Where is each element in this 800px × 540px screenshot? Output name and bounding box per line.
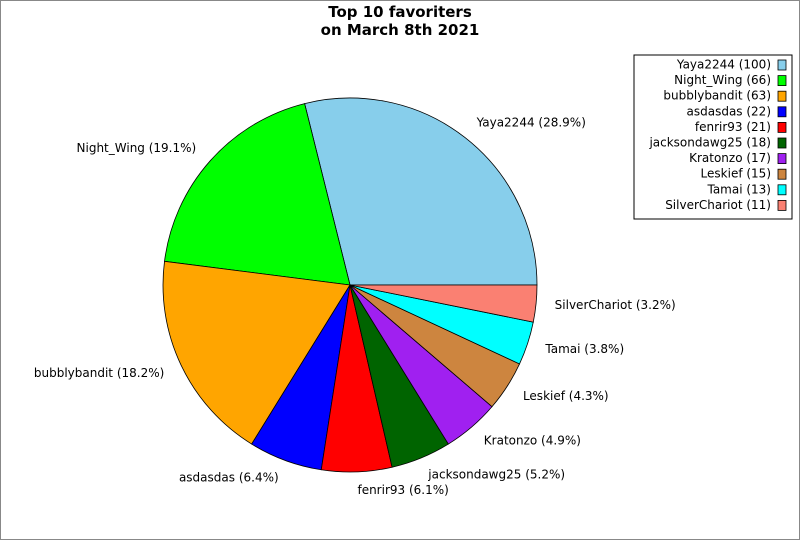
slice-label: SilverChariot (3.2%)	[555, 298, 676, 312]
slice-label: bubblybandit (18.2%)	[34, 366, 164, 380]
slice-label: Tamai (3.8%)	[544, 342, 624, 356]
legend-label: Night_Wing (66)	[674, 73, 771, 87]
legend-swatch	[777, 199, 787, 211]
pie-slice	[304, 97, 538, 286]
legend-swatch	[777, 122, 787, 133]
pie-slice	[349, 284, 538, 323]
slice-label: jacksondawg25 (5.2%)	[427, 468, 565, 482]
legend-label: jacksondawg25 (18)	[648, 136, 771, 150]
slice-label: fenrir93 (6.1%)	[357, 483, 448, 497]
chart-title: Top 10 favoriters on March 8th 2021	[321, 3, 480, 39]
legend-label: Yaya2244 (100)	[676, 58, 771, 72]
legend-label: fenrir93 (21)	[695, 120, 771, 134]
legend-swatch	[777, 137, 787, 149]
legend-swatch	[777, 168, 787, 180]
legend-swatch	[777, 90, 787, 102]
legend-label: bubblybandit (63)	[663, 89, 771, 103]
slice-label: Leskief (4.3%)	[523, 389, 609, 403]
legend-swatch	[777, 184, 787, 196]
legend-label: asdasdas (22)	[687, 104, 772, 118]
legend-swatch	[777, 153, 787, 165]
legend-label: Tamai (13)	[706, 182, 771, 196]
pie-slice	[162, 260, 351, 445]
slice-label: Night_Wing (19.1%)	[77, 141, 197, 155]
legend-label: Kratonzo (17)	[689, 151, 771, 165]
legend-label: SilverChariot (11)	[665, 198, 771, 212]
slice-label: Yaya2244 (28.9%)	[476, 115, 586, 129]
slice-label: asdasdas (6.4%)	[179, 470, 279, 484]
legend-swatch	[777, 59, 787, 71]
legend-swatch	[777, 106, 787, 118]
legend-swatch	[777, 75, 787, 86]
legend-box	[633, 54, 793, 220]
slice-label: Kratonzo (4.9%)	[484, 434, 581, 448]
pie-slice	[164, 103, 351, 286]
legend-label: Leskief (15)	[701, 167, 771, 181]
